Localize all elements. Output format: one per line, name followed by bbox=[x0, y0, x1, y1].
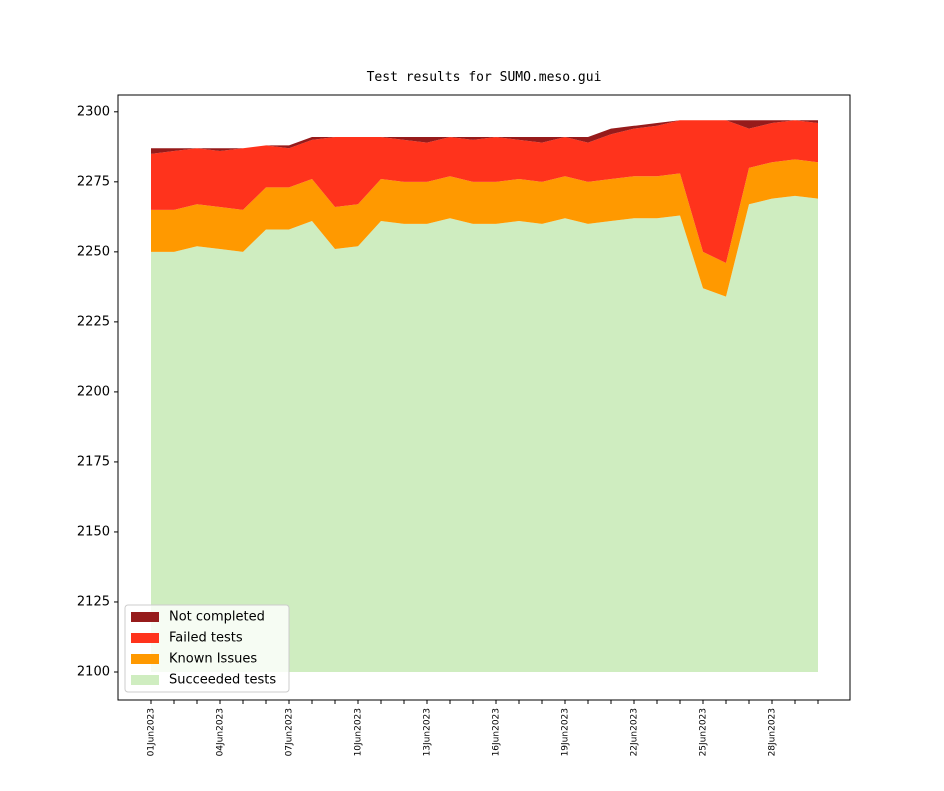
x-tick-label: 13Jun2023 bbox=[423, 708, 433, 756]
y-tick-label: 2250 bbox=[77, 244, 110, 259]
x-tick-label: 28Jun2023 bbox=[768, 708, 778, 756]
plot-frame bbox=[117, 94, 851, 701]
area bbox=[151, 195, 818, 672]
y-tick-label: 2275 bbox=[77, 174, 110, 189]
x-tick-label: 16Jun2023 bbox=[492, 708, 502, 756]
legend-label: Not completed bbox=[169, 610, 265, 625]
chart-title: Test results for SUMO.meso.gui bbox=[367, 70, 602, 85]
x-tick-label: 01Jun2023 bbox=[147, 708, 157, 756]
x-tick-label: 07Jun2023 bbox=[285, 708, 295, 756]
legend-swatch bbox=[131, 654, 159, 664]
x-tick-label: 19Jun2023 bbox=[561, 708, 571, 756]
legend-swatch bbox=[131, 675, 159, 685]
legend-swatch bbox=[131, 612, 159, 622]
x-tick-label: 04Jun2023 bbox=[216, 708, 226, 756]
y-tick-label: 2225 bbox=[77, 314, 110, 329]
y-tick-label: 2125 bbox=[77, 594, 110, 609]
x-tick-label: 22Jun2023 bbox=[630, 708, 640, 756]
area bbox=[151, 120, 818, 154]
y-tick-label: 2300 bbox=[77, 104, 110, 119]
x-tick-label: 10Jun2023 bbox=[354, 708, 364, 756]
legend: Not completed Failed tests Known Issues Suc… bbox=[124, 604, 290, 693]
y-tick-label: 2100 bbox=[77, 664, 110, 679]
y-tick-label: 2150 bbox=[77, 524, 110, 539]
legend-swatch bbox=[131, 633, 159, 643]
area bbox=[151, 159, 818, 297]
legend-frame bbox=[124, 604, 290, 693]
y-tick-label: 2200 bbox=[77, 384, 110, 399]
legend-label: Failed tests bbox=[169, 631, 243, 646]
legend-label: Known Issues bbox=[169, 652, 257, 667]
area bbox=[151, 120, 818, 264]
y-tick-label: 2175 bbox=[77, 454, 110, 469]
x-tick-label: 25Jun2023 bbox=[699, 708, 709, 756]
legend-label: Succeeded tests bbox=[169, 673, 276, 688]
